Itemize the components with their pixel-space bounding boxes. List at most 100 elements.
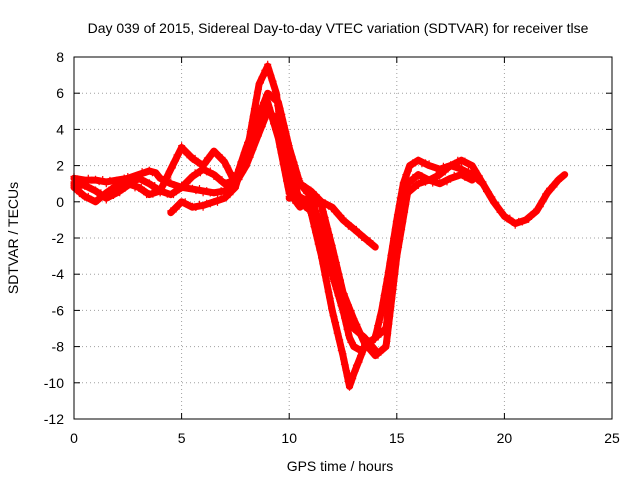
data-point: [268, 110, 276, 118]
data-point: [255, 80, 263, 88]
data-point: [425, 176, 433, 184]
data-point: [74, 180, 82, 188]
data-point: [264, 60, 272, 68]
data-point: [509, 218, 516, 226]
data-point: [375, 318, 383, 326]
data-point: [238, 160, 246, 168]
data-point: [290, 158, 298, 166]
data-point: [335, 335, 343, 343]
data-point: [342, 218, 350, 226]
data-point: [97, 189, 105, 197]
data-point: [226, 191, 234, 199]
data-point: [88, 196, 96, 204]
data-point: [352, 225, 360, 233]
data-point: [326, 231, 334, 239]
data-point: [339, 289, 347, 297]
data-point: [236, 168, 244, 176]
data-point: [488, 193, 496, 201]
data-point: [313, 235, 321, 243]
data-point: [476, 176, 484, 184]
data-point: [321, 271, 329, 279]
data-point: [162, 175, 170, 182]
data-point: [326, 262, 334, 270]
data-point: [188, 202, 196, 210]
data-point: [269, 115, 277, 123]
data-point: [270, 82, 278, 90]
data-point: [167, 178, 175, 186]
data-point: [387, 303, 395, 311]
data-point: [272, 94, 280, 102]
data-point: [414, 172, 422, 180]
data-point: [377, 311, 385, 319]
data-point: [326, 294, 334, 302]
data-point: [392, 260, 400, 268]
data-point: [259, 72, 267, 80]
data-point: [239, 159, 247, 167]
data-point: [281, 166, 288, 174]
data-point: [328, 241, 336, 249]
data-point: [337, 276, 344, 284]
data-point: [318, 227, 325, 235]
data-point: [326, 236, 334, 244]
data-point: [116, 189, 124, 197]
data-point: [384, 330, 392, 338]
data-point: [279, 160, 287, 168]
data-point: [84, 192, 92, 200]
data-point: [357, 352, 364, 360]
data-point: [319, 208, 327, 215]
data-point: [358, 350, 366, 358]
data-point: [330, 252, 338, 260]
data-point: [260, 110, 268, 118]
data-point: [92, 186, 99, 194]
data-point: [285, 184, 292, 192]
data-point: [441, 168, 449, 176]
data-point: [268, 77, 276, 84]
data-point: [290, 190, 297, 198]
data-point: [389, 285, 397, 293]
data-point: [418, 172, 426, 180]
data-point: [299, 180, 307, 188]
data-point: [199, 203, 207, 211]
data-point: [278, 110, 286, 118]
data-point: [406, 187, 414, 195]
y-tick-label: -6: [52, 302, 65, 318]
data-point: [468, 162, 476, 170]
data-point: [339, 214, 347, 222]
data-point: [447, 163, 455, 170]
data-point: [196, 169, 204, 177]
data-point: [414, 182, 422, 189]
data-point: [340, 355, 348, 363]
data-point: [274, 98, 282, 106]
data-point: [540, 196, 548, 204]
data-point: [167, 165, 175, 173]
data-point: [291, 163, 299, 171]
data-point: [156, 189, 164, 197]
data-point: [322, 272, 329, 280]
data-point: [484, 188, 492, 196]
data-point: [142, 178, 150, 186]
data-point: [402, 200, 410, 208]
data-point: [338, 303, 346, 311]
data-point: [337, 347, 345, 354]
data-point: [328, 306, 336, 314]
data-point: [422, 178, 429, 186]
data-point: [374, 351, 382, 359]
data-point: [282, 172, 290, 180]
data-point: [316, 246, 324, 254]
data-point: [235, 169, 243, 177]
y-tick-label: -12: [44, 411, 64, 427]
data-point: [418, 160, 426, 168]
data-point: [404, 167, 412, 175]
data-point: [401, 208, 409, 216]
data-point: [92, 175, 99, 183]
data-point: [84, 182, 92, 189]
data-point: [153, 185, 161, 193]
data-point: [135, 175, 143, 183]
data-point: [106, 176, 114, 184]
data-point: [318, 200, 325, 208]
data-point: [379, 346, 387, 354]
data-point: [347, 222, 355, 230]
data-point: [383, 337, 391, 345]
data-point: [363, 341, 371, 349]
data-point: [284, 138, 291, 146]
